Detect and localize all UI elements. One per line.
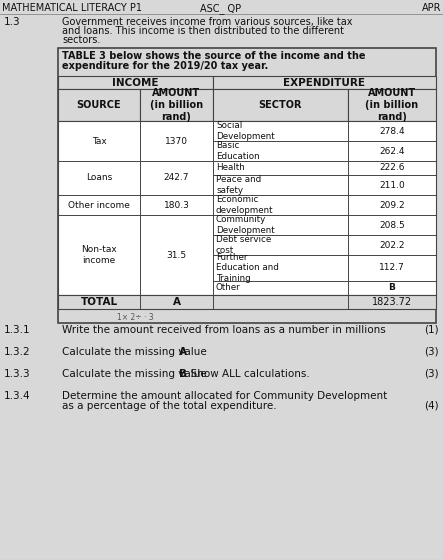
Text: (1): (1) xyxy=(424,325,439,335)
Bar xyxy=(58,121,436,295)
Text: Peace and
safety: Peace and safety xyxy=(216,176,261,195)
Text: ASC_ QP: ASC_ QP xyxy=(200,3,241,14)
Bar xyxy=(58,48,436,323)
Text: Determine the amount allocated for Community Development: Determine the amount allocated for Commu… xyxy=(62,391,387,401)
Text: Economic
development: Economic development xyxy=(216,195,273,215)
Bar xyxy=(58,295,436,309)
Text: 1370: 1370 xyxy=(165,136,188,145)
Text: 1.3.4: 1.3.4 xyxy=(4,391,31,401)
Text: 1.3.2: 1.3.2 xyxy=(4,347,31,357)
Text: 112.7: 112.7 xyxy=(379,263,405,272)
Text: Health: Health xyxy=(216,163,245,173)
Text: 180.3: 180.3 xyxy=(163,201,190,210)
Text: 262.4: 262.4 xyxy=(379,146,405,155)
Text: . Show ALL calculations.: . Show ALL calculations. xyxy=(184,369,309,379)
Text: Further
Education and
Training: Further Education and Training xyxy=(216,253,279,283)
Text: and loans. This income is then distributed to the different: and loans. This income is then distribut… xyxy=(62,26,344,36)
Text: 202.2: 202.2 xyxy=(379,240,405,249)
Text: (4): (4) xyxy=(424,401,439,411)
Bar xyxy=(348,89,436,121)
Text: 1× 2÷ · 3: 1× 2÷ · 3 xyxy=(117,313,154,322)
Text: 1823.72: 1823.72 xyxy=(372,297,412,307)
Text: Social
Development: Social Development xyxy=(216,121,275,141)
Text: SECTOR: SECTOR xyxy=(259,100,302,110)
Text: B: B xyxy=(389,283,396,292)
Text: AMOUNT
(in billion
rand): AMOUNT (in billion rand) xyxy=(150,88,203,122)
Text: Calculate the missing value: Calculate the missing value xyxy=(62,347,210,357)
Text: Other income: Other income xyxy=(68,201,130,210)
Text: TABLE 3 below shows the source of the income and the: TABLE 3 below shows the source of the in… xyxy=(62,51,365,61)
Bar xyxy=(213,76,436,89)
Text: 1.3: 1.3 xyxy=(4,17,21,27)
Text: SOURCE: SOURCE xyxy=(77,100,121,110)
Text: sectors.: sectors. xyxy=(62,35,101,45)
Text: as a percentage of the total expenditure.: as a percentage of the total expenditure… xyxy=(62,401,276,411)
Text: 211.0: 211.0 xyxy=(379,181,405,190)
Text: 31.5: 31.5 xyxy=(167,250,187,259)
Bar xyxy=(58,76,213,89)
Text: 242.7: 242.7 xyxy=(164,173,189,182)
Text: expenditure for the 2019/20 tax year.: expenditure for the 2019/20 tax year. xyxy=(62,61,268,71)
Text: 1.3.1: 1.3.1 xyxy=(4,325,31,335)
Bar xyxy=(58,89,140,121)
Text: 209.2: 209.2 xyxy=(379,201,405,210)
Bar xyxy=(140,89,213,121)
Text: 1.3.3: 1.3.3 xyxy=(4,369,31,379)
Text: AMOUNT
(in billion
rand): AMOUNT (in billion rand) xyxy=(365,88,419,122)
Text: A: A xyxy=(172,297,180,307)
Text: Government receives income from various sources, like tax: Government receives income from various … xyxy=(62,17,353,27)
Text: Tax: Tax xyxy=(92,136,106,145)
Text: 222.6: 222.6 xyxy=(379,163,405,173)
Text: INCOME: INCOME xyxy=(112,78,159,88)
Text: (3): (3) xyxy=(424,369,439,379)
Text: Other: Other xyxy=(216,283,241,292)
Text: 208.5: 208.5 xyxy=(379,220,405,230)
Text: B: B xyxy=(179,369,187,379)
Text: Debt service
cost: Debt service cost xyxy=(216,235,271,255)
Text: Write the amount received from loans as a number in millions: Write the amount received from loans as … xyxy=(62,325,386,335)
Text: Non-tax
income: Non-tax income xyxy=(81,245,117,265)
Text: TOTAL: TOTAL xyxy=(81,297,117,307)
Text: Community
Development: Community Development xyxy=(216,215,275,235)
Text: A: A xyxy=(179,347,187,357)
Text: Calculate the missing value: Calculate the missing value xyxy=(62,369,210,379)
Text: MATHEMATICAL LITERACY P1: MATHEMATICAL LITERACY P1 xyxy=(2,3,142,13)
Bar xyxy=(213,89,348,121)
Text: Basic
Education: Basic Education xyxy=(216,141,260,160)
Text: Loans: Loans xyxy=(86,173,112,182)
Text: EXPENDITURE: EXPENDITURE xyxy=(284,78,365,88)
Text: APR: APR xyxy=(421,3,441,13)
Text: 278.4: 278.4 xyxy=(379,126,405,135)
Text: (3): (3) xyxy=(424,347,439,357)
